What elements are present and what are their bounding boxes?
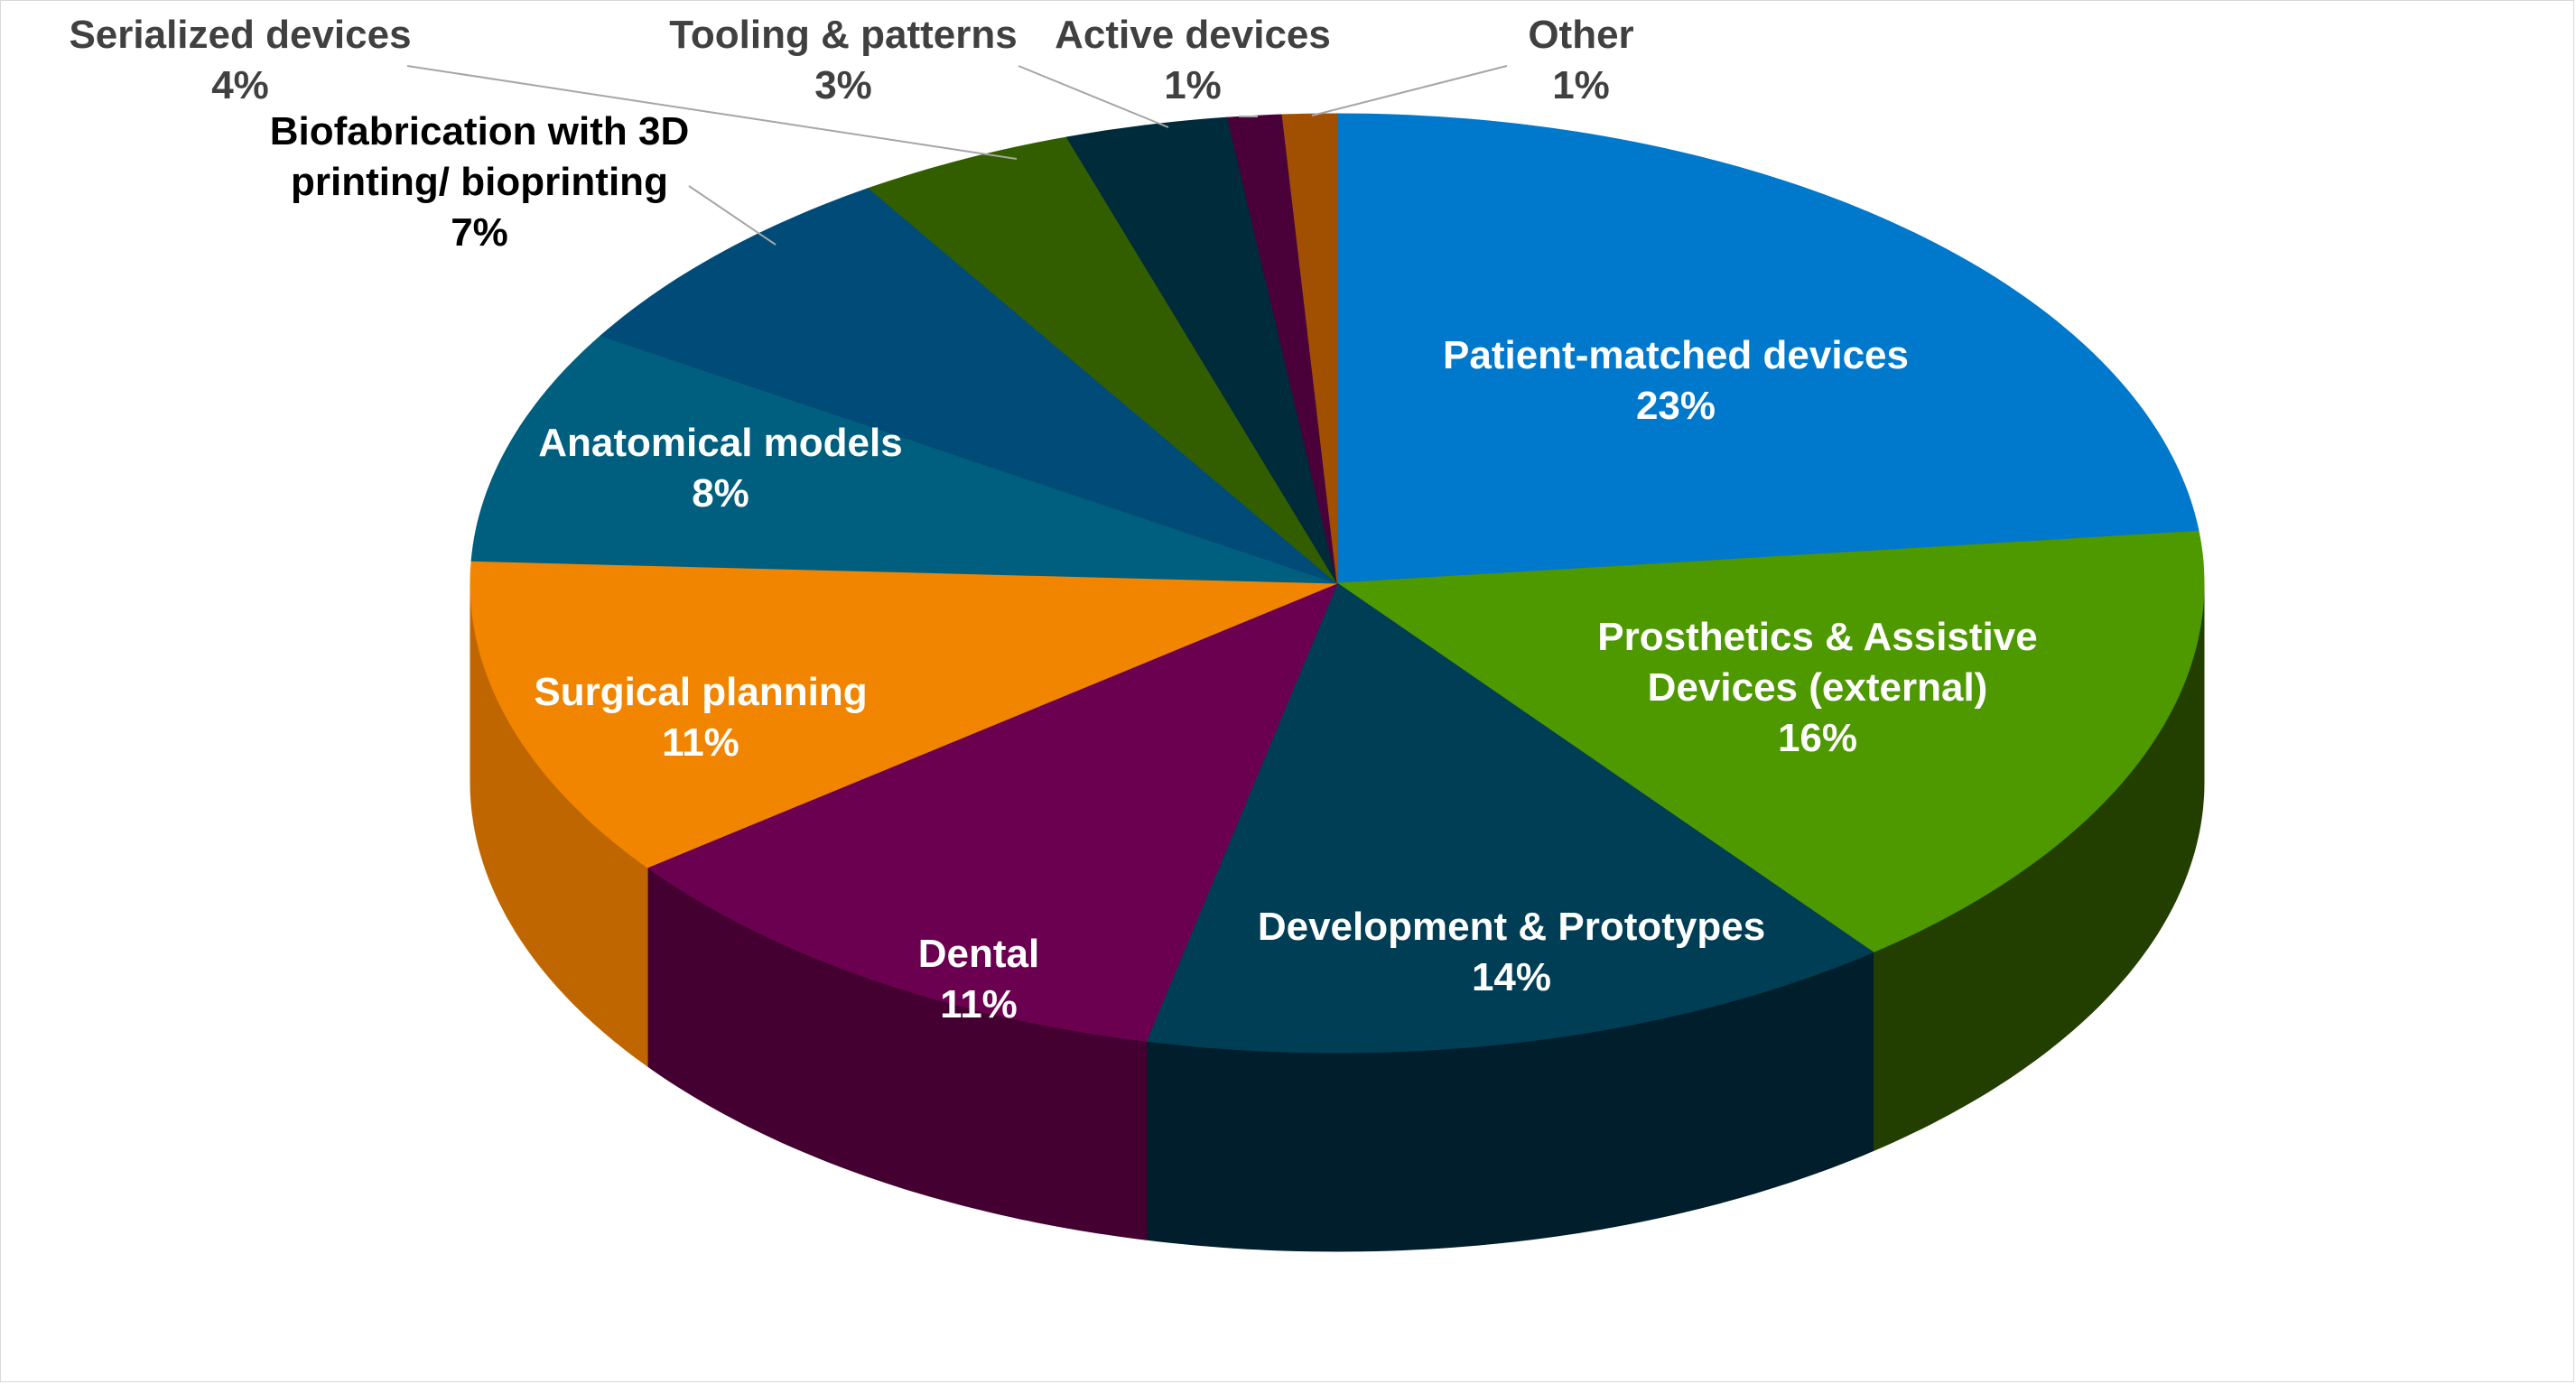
data-label-name: Active devices (1055, 13, 1331, 57)
data-labels: Patient-matched devices 23% Prosthetics & … (69, 13, 2037, 1026)
data-label-name: Tooling & patterns (669, 13, 1017, 57)
data-label-percent: 8% (692, 471, 749, 516)
leader-lines (406, 65, 1508, 246)
data-label-percent: 4% (211, 63, 269, 107)
leader-line-7 (688, 185, 777, 246)
pie-slice-2 (1335, 530, 2205, 953)
data-label-percent: 1% (1164, 63, 1222, 107)
data-label-8: Serialized devices 4% (69, 13, 411, 107)
data-label-1: Patient-matched devices 23% (1443, 333, 1909, 428)
pie-slice-8 (868, 136, 1338, 584)
data-label-percent: 23% (1636, 384, 1716, 428)
pie-slice-11 (1281, 113, 1338, 584)
pie-slice-9 (1065, 116, 1338, 584)
data-label-9: Tooling & patterns 3% (669, 13, 1017, 107)
data-label-name: Patient-matched devices (1443, 333, 1909, 377)
data-label-name: printing/ bioprinting (291, 160, 668, 204)
pie-slice-6 (470, 335, 1338, 584)
data-label-4: Dental 11% (918, 932, 1039, 1026)
data-label-3: Development & Prototypes 14% (1258, 905, 1765, 999)
pie-slice-5 (470, 560, 1338, 868)
data-label-percent: 7% (451, 210, 508, 255)
pie-slice-4 (646, 582, 1338, 1042)
data-label-5: Surgical planning 11% (534, 670, 867, 765)
data-label-name: Development & Prototypes (1258, 905, 1765, 949)
data-label-11: Other 1% (1528, 13, 1633, 107)
pie-slice-3 (1145, 582, 1874, 1054)
data-label-name: Anatomical models (538, 421, 902, 465)
data-label-percent: 14% (1472, 955, 1551, 999)
data-label-10: Active devices 1% (1055, 13, 1331, 107)
data-label-name: Other (1528, 13, 1633, 57)
data-label-2: Prosthetics & Assistive Devices (external… (1597, 615, 2037, 760)
data-label-percent: 11% (940, 982, 1018, 1026)
data-label-percent: 1% (1552, 63, 1610, 107)
data-label-percent: 11% (662, 720, 739, 765)
data-label-name: Surgical planning (534, 670, 867, 714)
data-label-name: Prosthetics & Assistive (1597, 615, 2037, 659)
data-label-7: Biofabrication with 3D printing/ bioprint… (270, 109, 689, 255)
data-label-name: Serialized devices (69, 13, 411, 57)
data-label-percent: 16% (1778, 716, 1857, 760)
pie-slice-1 (1336, 113, 2199, 584)
pie-top (470, 113, 2205, 1054)
data-label-name: Biofabrication with 3D (270, 109, 689, 153)
leader-line-8 (406, 65, 1018, 160)
pie-slice-7 (600, 187, 1338, 584)
leader-line-11 (1311, 65, 1508, 116)
data-label-6: Anatomical models 8% (538, 421, 902, 516)
data-label-name: Devices (external) (1648, 665, 1988, 710)
pie-side-walls (470, 582, 2205, 1252)
leader-line-9 (1018, 65, 1169, 128)
data-label-percent: 3% (814, 63, 872, 107)
data-label-name: Dental (918, 932, 1039, 976)
